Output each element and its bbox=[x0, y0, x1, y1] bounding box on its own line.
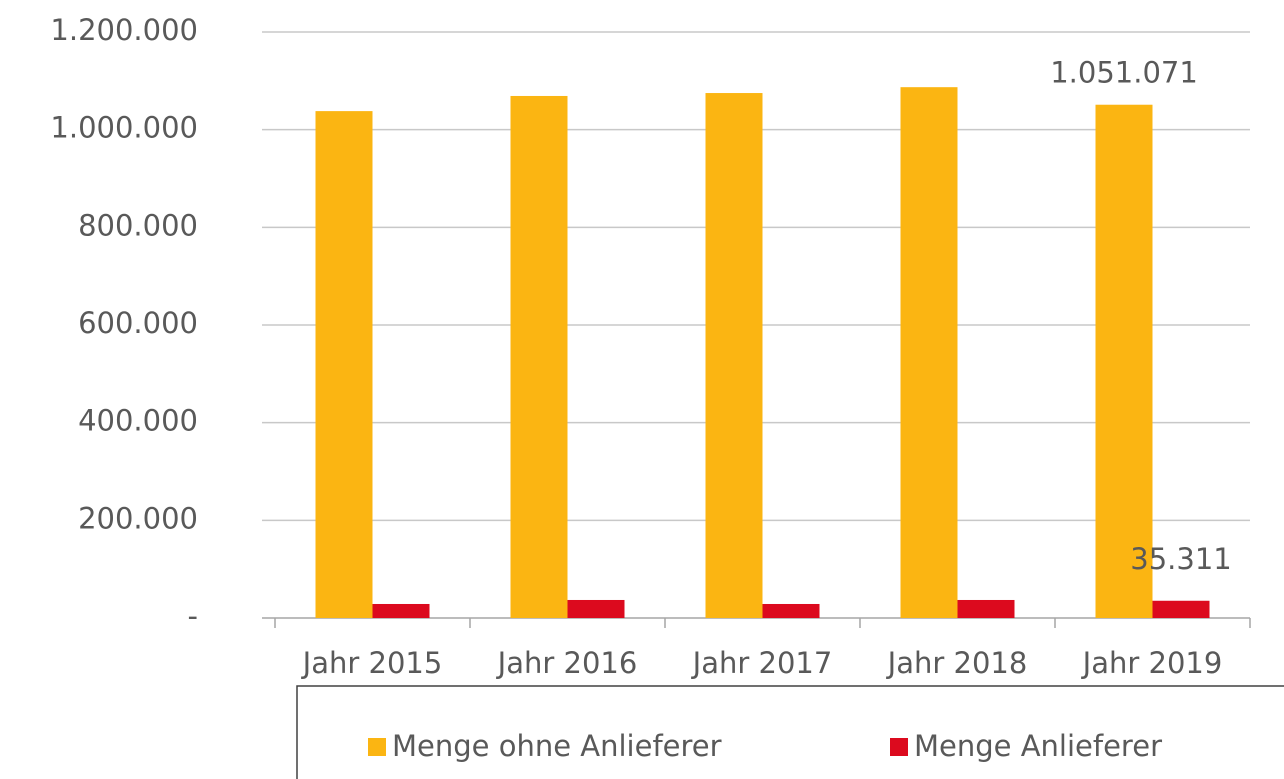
bar bbox=[315, 111, 373, 619]
legend-label: Menge Anlieferer bbox=[914, 729, 1162, 763]
bar bbox=[900, 87, 958, 619]
legend-swatch bbox=[368, 738, 386, 756]
x-tick-label: Jahr 2015 bbox=[301, 646, 443, 680]
y-tick-label: 400.000 bbox=[78, 404, 198, 438]
x-tick-label: Jahr 2018 bbox=[886, 646, 1028, 680]
legend-label: Menge ohne Anlieferer bbox=[392, 729, 722, 763]
x-tick-label: Jahr 2017 bbox=[691, 646, 833, 680]
bar bbox=[1095, 104, 1153, 619]
legend-box bbox=[296, 685, 1284, 779]
y-tick-label: - bbox=[188, 599, 198, 633]
bar bbox=[705, 93, 763, 618]
x-tick-label: Jahr 2016 bbox=[496, 646, 638, 680]
bar bbox=[1152, 600, 1210, 618]
y-tick-label: 1.200.000 bbox=[50, 13, 198, 47]
bar bbox=[762, 603, 820, 618]
bar bbox=[510, 95, 568, 618]
y-tick-label: 800.000 bbox=[78, 208, 198, 242]
x-tick-label: Jahr 2019 bbox=[1081, 646, 1223, 680]
y-tick-label: 200.000 bbox=[78, 501, 198, 535]
bar bbox=[372, 603, 430, 618]
data-label: 35.311 bbox=[1130, 542, 1231, 576]
y-tick-label: 1.000.000 bbox=[50, 111, 198, 145]
data-label: 1.051.071 bbox=[1050, 56, 1198, 90]
bar bbox=[957, 599, 1015, 618]
legend-swatch bbox=[890, 738, 908, 756]
bar bbox=[567, 599, 625, 618]
y-tick-label: 600.000 bbox=[78, 306, 198, 340]
